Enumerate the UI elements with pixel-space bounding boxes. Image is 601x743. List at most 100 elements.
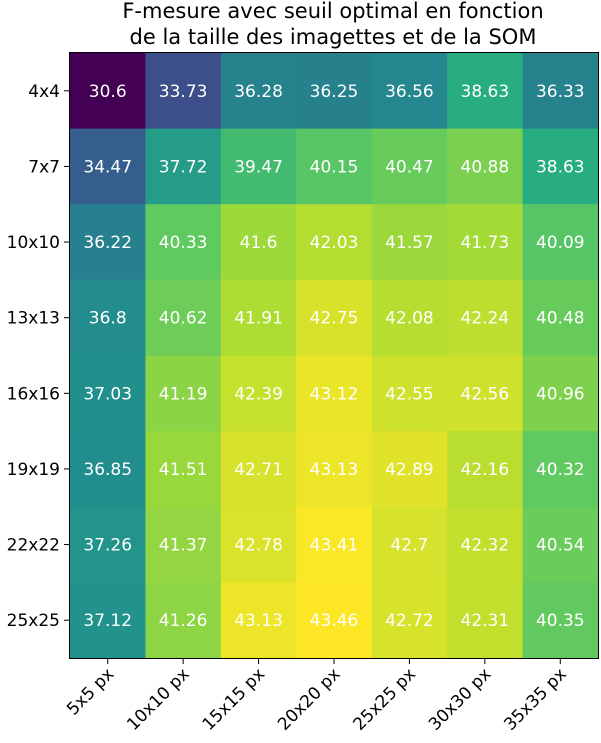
cell-value-label: 30.6	[89, 82, 127, 102]
heatmap-cell	[371, 128, 448, 205]
y-tick-label: 10x10	[7, 233, 60, 253]
cell-value-label: 41.73	[461, 233, 510, 253]
heatmap-cell	[522, 431, 599, 508]
cell-value-label: 37.72	[159, 157, 208, 177]
heatmap-cell	[145, 279, 222, 357]
cell-value-label: 43.13	[310, 460, 359, 480]
cell-value-label: 42.16	[461, 460, 510, 480]
cell-value-label: 41.6	[240, 233, 278, 253]
x-tick-label: 10x10 px	[123, 664, 193, 734]
heatmap-cell	[447, 53, 524, 130]
heatmap-cell	[522, 53, 599, 130]
heatmap-cell	[296, 431, 373, 508]
heatmap-cell	[220, 279, 297, 357]
cell-value-label: 42.24	[461, 309, 510, 329]
cell-value-label: 36.33	[536, 82, 585, 102]
cell-value-label: 40.88	[461, 157, 510, 177]
y-tick-label: 25x25	[7, 611, 60, 631]
x-tick-label: 30x30 px	[425, 664, 495, 734]
heatmap-cell	[371, 355, 448, 432]
y-tick-label: 19x19	[7, 460, 60, 480]
heatmap-cell	[296, 355, 373, 432]
x-tick-label: 25x25 px	[350, 664, 420, 734]
cell-value-label: 36.8	[89, 309, 127, 329]
cell-value-label: 36.28	[234, 82, 283, 102]
heatmap-cell	[371, 506, 448, 583]
heatmap-cell	[296, 506, 373, 583]
cell-value-label: 42.75	[310, 309, 359, 329]
cell-value-label: 40.47	[385, 157, 434, 177]
cell-value-label: 40.62	[159, 309, 208, 329]
heatmap-cell	[371, 582, 448, 659]
chart-title-line-2: de la taille des imagettes et de la SOM	[130, 25, 537, 49]
heatmap-cell	[371, 53, 448, 130]
y-axis: 4x4 7x7 10x10 13x13 16x16 19x19 22x22 25x25	[7, 82, 70, 631]
heatmap-cell	[447, 128, 524, 205]
heatmap-cell	[145, 582, 222, 659]
heatmap-cell	[371, 431, 448, 508]
cell-value-label: 37.26	[83, 536, 132, 556]
heatmap-cell	[220, 506, 297, 583]
heatmap-cell	[522, 582, 599, 659]
cell-value-label: 42.56	[461, 384, 510, 404]
y-tick-label: 4x4	[28, 82, 60, 102]
cell-value-label: 41.19	[159, 384, 208, 404]
y-tick-label: 16x16	[7, 384, 60, 404]
y-tick-label: 7x7	[28, 157, 60, 177]
heatmap-cell	[220, 355, 297, 432]
cell-value-label: 36.85	[83, 460, 132, 480]
chart-title-line-1: F-mesure avec seuil optimal en fonction	[122, 0, 543, 23]
cell-value-label: 34.47	[83, 157, 132, 177]
heatmap-cell	[522, 204, 599, 281]
heatmap-cell	[145, 506, 222, 583]
cell-value-label: 43.13	[234, 611, 283, 631]
heatmap-cell	[296, 279, 373, 357]
heatmap-cell	[522, 279, 599, 357]
heatmap-cell	[522, 355, 599, 432]
heatmap-cell	[296, 582, 373, 659]
heatmap-cell	[296, 128, 373, 205]
x-tick-label: 5x5 px	[63, 664, 118, 719]
y-tick-label: 13x13	[7, 309, 60, 329]
cell-value-label: 42.71	[234, 460, 283, 480]
heatmap-cell	[145, 128, 222, 205]
cell-value-label: 42.7	[390, 536, 428, 556]
cell-value-label: 38.63	[461, 82, 510, 102]
heatmap-cell	[145, 355, 222, 432]
x-axis: 5x5 px 10x10 px 15x15 px 20x20 px 25x25 px 30…	[63, 658, 571, 735]
x-tick-label: 20x20 px	[274, 664, 344, 734]
heatmap-cell	[220, 53, 297, 130]
cell-value-label: 43.41	[310, 536, 359, 556]
cell-value-label: 40.54	[536, 536, 585, 556]
cell-value-label: 40.96	[536, 384, 585, 404]
heatmap-cell	[447, 582, 524, 659]
cell-value-label: 42.89	[385, 460, 434, 480]
cell-value-label: 36.56	[385, 82, 434, 102]
cell-value-label: 42.55	[385, 384, 434, 404]
cell-value-label: 42.72	[385, 611, 434, 631]
heatmap-cell	[220, 204, 297, 281]
heatmap-cell	[296, 53, 373, 130]
x-tick-label: 15x15 px	[199, 664, 269, 734]
heatmap-cell	[447, 355, 524, 432]
cell-value-label: 38.63	[536, 157, 585, 177]
cell-value-label: 40.35	[536, 611, 585, 631]
heatmap-cell	[145, 53, 222, 130]
plot-frame	[69, 52, 599, 659]
cell-value-label: 42.39	[234, 384, 283, 404]
cell-value-label: 36.22	[83, 233, 132, 253]
y-tick-label: 22x22	[7, 536, 60, 556]
heatmap-cell	[145, 204, 222, 281]
cell-value-label: 42.32	[461, 536, 510, 556]
cell-value-label: 41.37	[159, 536, 208, 556]
heatmap-cell	[70, 279, 147, 357]
heatmap-cell	[70, 128, 147, 205]
cell-value-label: 39.47	[234, 157, 283, 177]
cell-value-label: 37.12	[83, 611, 132, 631]
x-tick-label: 35x35 px	[500, 664, 570, 734]
cell-value-label: 42.31	[461, 611, 510, 631]
heatmap-cell	[296, 204, 373, 281]
cell-value-label: 42.08	[385, 309, 434, 329]
heatmap-cell	[70, 431, 147, 508]
